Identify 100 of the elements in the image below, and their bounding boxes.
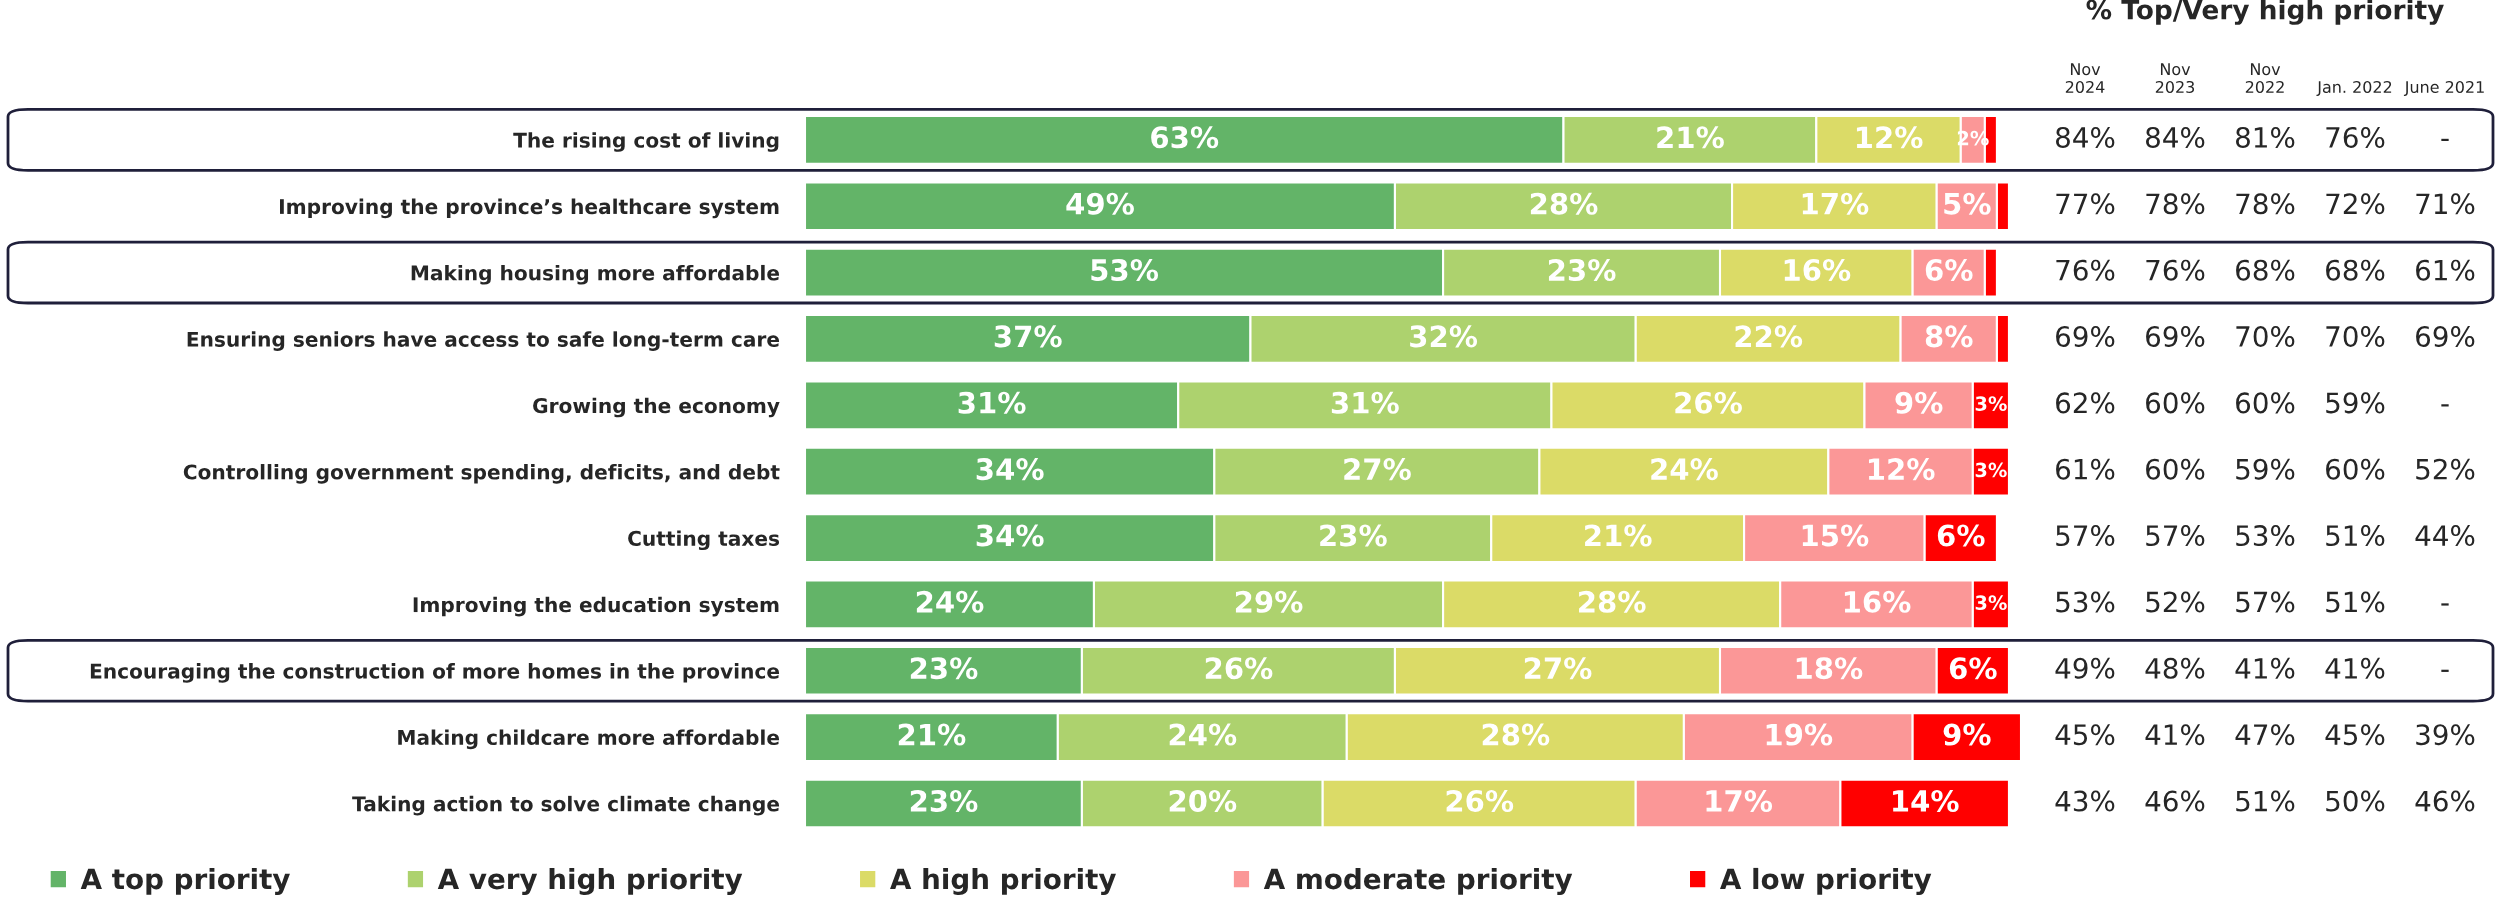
y-tick-label: Improving the education system (413, 596, 779, 617)
text: 41% (2235, 657, 2295, 679)
data-label: 27% (1344, 458, 1411, 481)
text: 68% (2326, 259, 2385, 281)
text: 61% (2416, 259, 2475, 281)
text: 69% (2146, 326, 2205, 348)
text: 50% (2326, 790, 2385, 812)
text: 76% (2056, 259, 2115, 281)
text: 51% (2326, 591, 2385, 613)
y-tick-label: Encouraging the construction of more homes in the province (90, 663, 780, 683)
text: 53% (2236, 525, 2295, 547)
data-label: 22% (1735, 325, 1803, 348)
text: 77% (2056, 193, 2115, 215)
text: 46% (2415, 790, 2475, 812)
data-label: 6% (1925, 258, 1973, 282)
data-label: 9% (1895, 391, 1943, 414)
text: 84% (2146, 126, 2205, 148)
text: 72% (2326, 193, 2385, 215)
data-label: 49% (1066, 192, 1134, 215)
text: 59% (2236, 458, 2295, 480)
text: 57% (2146, 525, 2205, 547)
text: 60% (2326, 458, 2385, 480)
text: 69% (2056, 326, 2115, 348)
text: 81% (2236, 126, 2295, 148)
y-tick-label: Making childcare more affordable (398, 729, 780, 750)
data-label: 24% (1651, 458, 1718, 481)
category-label: Nov 2023 (2155, 63, 2195, 94)
data-label: 6% (1937, 524, 1985, 547)
text: 71% (2416, 193, 2475, 215)
data-label: 23% (910, 657, 978, 680)
data-label: 37% (994, 325, 1062, 348)
data-label: 31% (958, 391, 1026, 414)
legend-label: A very high priority (437, 867, 743, 895)
data-label: 14% (1893, 789, 1959, 812)
data-label: 3% (1975, 396, 2007, 411)
data-label: 32% (1410, 325, 1478, 348)
text: 53% (2056, 591, 2115, 613)
legend-label: A high priority (890, 867, 1116, 895)
data-label: 28% (1482, 723, 1550, 746)
text: 41% (2325, 657, 2385, 679)
data-label: 21% (1585, 524, 1652, 547)
data-label: 17% (1802, 192, 1869, 215)
data-label: 5% (1944, 192, 1991, 215)
y-tick-label: The rising cost of living (513, 132, 779, 152)
text: 70% (2326, 326, 2385, 348)
category-label: Nov 2022 (2245, 63, 2284, 94)
data-label: 19% (1766, 723, 1833, 746)
text: 78% (2236, 193, 2295, 215)
text: 62% (2056, 392, 2115, 414)
data-label: 23% (1548, 258, 1616, 282)
text: 59% (2326, 392, 2385, 414)
data-label: 27% (1524, 657, 1592, 680)
data-label: 16% (1844, 590, 1911, 613)
text: 70% (2236, 326, 2295, 348)
data-label: 12% (1868, 458, 1935, 481)
text: 52% (2416, 458, 2475, 480)
text: 51% (2326, 525, 2385, 547)
text: 60% (2146, 392, 2205, 414)
text: 47% (2235, 724, 2295, 746)
text: 76% (2326, 126, 2385, 148)
data-label: 26% (1675, 391, 1742, 414)
y-tick-label: Cutting taxes (628, 530, 780, 551)
text: 39% (2416, 724, 2475, 746)
text: 60% (2146, 458, 2205, 480)
data-label: 26% (1205, 657, 1273, 680)
category-label: Jan. 2022 (2316, 80, 2392, 96)
text: 43% (2055, 790, 2115, 812)
data-label: 3% (1975, 462, 2007, 478)
text: 41% (2145, 724, 2205, 746)
text: 57% (2236, 591, 2295, 613)
text: 61% (2056, 458, 2115, 480)
text: 49% (2055, 657, 2115, 679)
text: 46% (2145, 790, 2205, 812)
data-label: 34% (976, 524, 1044, 547)
text: - (2441, 138, 2449, 142)
data-label: 21% (898, 723, 966, 746)
text: 52% (2146, 591, 2205, 613)
text: 51% (2236, 790, 2295, 812)
legend-label: A low priority (1720, 867, 1932, 895)
y-tick-label: Taking action to solve climate change (352, 795, 780, 816)
y-tick-label: Controlling government spending, deficits, and debt (183, 464, 780, 484)
data-label: 3% (1975, 595, 2007, 611)
text: % Top/Very high priority (2086, 0, 2444, 25)
text: 78% (2146, 193, 2205, 215)
data-label: 18% (1796, 657, 1863, 680)
text: 69% (2416, 326, 2475, 348)
data-label: 63% (1151, 126, 1219, 149)
y-tick-label: Making housing more affordable (411, 264, 780, 285)
data-label: 24% (916, 590, 984, 613)
text: 68% (2236, 259, 2295, 281)
data-label: 34% (976, 458, 1044, 481)
data-label: 15% (1802, 524, 1869, 547)
text: 84% (2056, 126, 2115, 148)
data-label: 20% (1169, 789, 1237, 812)
data-label: 12% (1856, 126, 1923, 149)
data-label: 23% (910, 789, 978, 812)
data-label: 28% (1579, 590, 1646, 613)
category-label: Nov 2024 (2065, 63, 2105, 94)
data-label: 29% (1235, 590, 1303, 613)
y-tick-label: Improving the province’s healthcare system (280, 198, 779, 219)
